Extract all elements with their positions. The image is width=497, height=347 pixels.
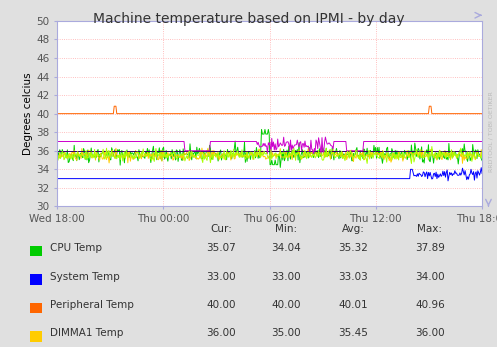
Text: 35.45: 35.45 bbox=[338, 329, 368, 338]
Text: 40.00: 40.00 bbox=[271, 300, 301, 310]
Text: 36.00: 36.00 bbox=[206, 329, 236, 338]
Text: Avg:: Avg: bbox=[341, 224, 364, 234]
Text: CPU Temp: CPU Temp bbox=[50, 243, 102, 253]
Text: 33.03: 33.03 bbox=[338, 272, 368, 281]
Text: 40.01: 40.01 bbox=[338, 300, 368, 310]
Text: 34.04: 34.04 bbox=[271, 243, 301, 253]
Text: Peripheral Temp: Peripheral Temp bbox=[50, 300, 134, 310]
Text: 40.96: 40.96 bbox=[415, 300, 445, 310]
Text: 40.00: 40.00 bbox=[206, 300, 236, 310]
Text: 35.32: 35.32 bbox=[338, 243, 368, 253]
Text: 33.00: 33.00 bbox=[271, 272, 301, 281]
Text: RRDTOOL / TOBI OETIKER: RRDTOOL / TOBI OETIKER bbox=[489, 92, 494, 172]
Text: 34.00: 34.00 bbox=[415, 272, 445, 281]
Text: System Temp: System Temp bbox=[50, 272, 119, 281]
Text: 35.00: 35.00 bbox=[271, 329, 301, 338]
Text: 36.00: 36.00 bbox=[415, 329, 445, 338]
Text: Max:: Max: bbox=[417, 224, 442, 234]
Text: 33.00: 33.00 bbox=[206, 272, 236, 281]
Y-axis label: Degrees celcius: Degrees celcius bbox=[23, 72, 33, 155]
Text: DIMMA1 Temp: DIMMA1 Temp bbox=[50, 329, 123, 338]
Text: Cur:: Cur: bbox=[210, 224, 232, 234]
Text: 37.89: 37.89 bbox=[415, 243, 445, 253]
Text: Machine temperature based on IPMI - by day: Machine temperature based on IPMI - by d… bbox=[92, 12, 405, 26]
Text: 35.07: 35.07 bbox=[206, 243, 236, 253]
Text: Min:: Min: bbox=[275, 224, 297, 234]
